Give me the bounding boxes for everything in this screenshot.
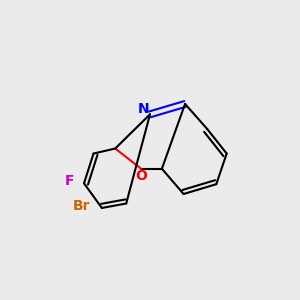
Text: N: N (138, 102, 149, 116)
Text: F: F (64, 174, 74, 188)
Text: Br: Br (73, 199, 90, 213)
Text: O: O (135, 169, 147, 183)
